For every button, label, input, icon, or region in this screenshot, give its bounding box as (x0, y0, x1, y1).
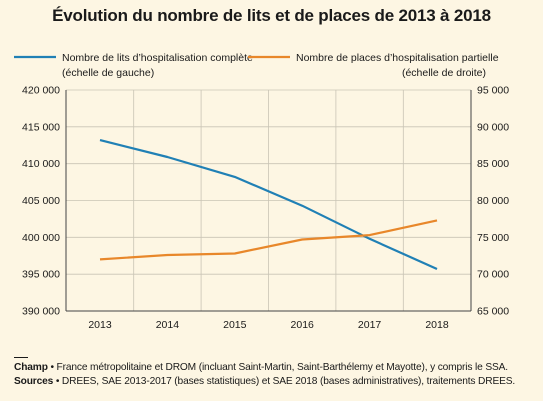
y-right-tick-label: 75 000 (477, 232, 509, 244)
y-left-tick-label: 400 000 (22, 232, 60, 244)
y-left-tick-label: 405 000 (22, 195, 60, 207)
axes: 390 000 65 000 395 000 70 000 400 000 75 000 4… (22, 85, 509, 332)
y-right-tick-label: 85 000 (477, 158, 509, 170)
x-tick-label: 2014 (156, 319, 180, 331)
series-line-lits (99, 139, 438, 271)
y-left-tick-label: 390 000 (22, 306, 60, 318)
y-left-tick-label: 395 000 (22, 269, 60, 281)
legend-label-lits: Nombre de lits d’hospitalisation complèt… (62, 52, 253, 64)
legend-note-lits: (échelle de gauche) (62, 67, 154, 79)
x-tick-label: 2015 (223, 319, 247, 331)
series-lines (99, 139, 438, 271)
y-left-tick-label: 410 000 (22, 158, 60, 170)
x-tick-label: 2017 (358, 319, 382, 331)
footer-notes: Champ • France métropolitaine et DROM (i… (14, 357, 534, 389)
y-right-tick-label: 80 000 (477, 195, 509, 207)
y-left-tick-label: 420 000 (22, 85, 60, 97)
y-right-tick-label: 95 000 (477, 85, 509, 97)
x-tick-label: 2018 (425, 319, 449, 331)
legend: Nombre de lits d’hospitalisation complèt… (14, 52, 499, 79)
y-right-tick-label: 65 000 (477, 306, 509, 318)
y-left-tick-label: 415 000 (22, 121, 60, 133)
x-tick-label: 2016 (291, 319, 315, 331)
y-right-tick-label: 70 000 (477, 269, 509, 281)
y-right-tick-label: 90 000 (477, 121, 509, 133)
sources-text: • DREES, SAE 2013-2017 (bases statistiqu… (53, 376, 516, 387)
sources-label: Sources (14, 376, 54, 387)
legend-label-places: Nombre de places d’hospitalisation parti… (296, 52, 499, 64)
x-tick-label: 2013 (88, 319, 112, 331)
gridlines (65, 89, 472, 312)
champ-note: Champ • France métropolitaine et DROM (i… (14, 361, 534, 375)
legend-note-places: (échelle de droite) (402, 67, 486, 79)
footer-separator (14, 357, 28, 358)
champ-label: Champ (14, 362, 48, 373)
sources-note: Sources • DREES, SAE 2013-2017 (bases st… (14, 375, 534, 389)
champ-text: • France métropolitaine et DROM (incluan… (47, 362, 508, 373)
series-line-places (99, 219, 438, 261)
chart-title: Évolution du nombre de lits et de places… (52, 6, 491, 25)
